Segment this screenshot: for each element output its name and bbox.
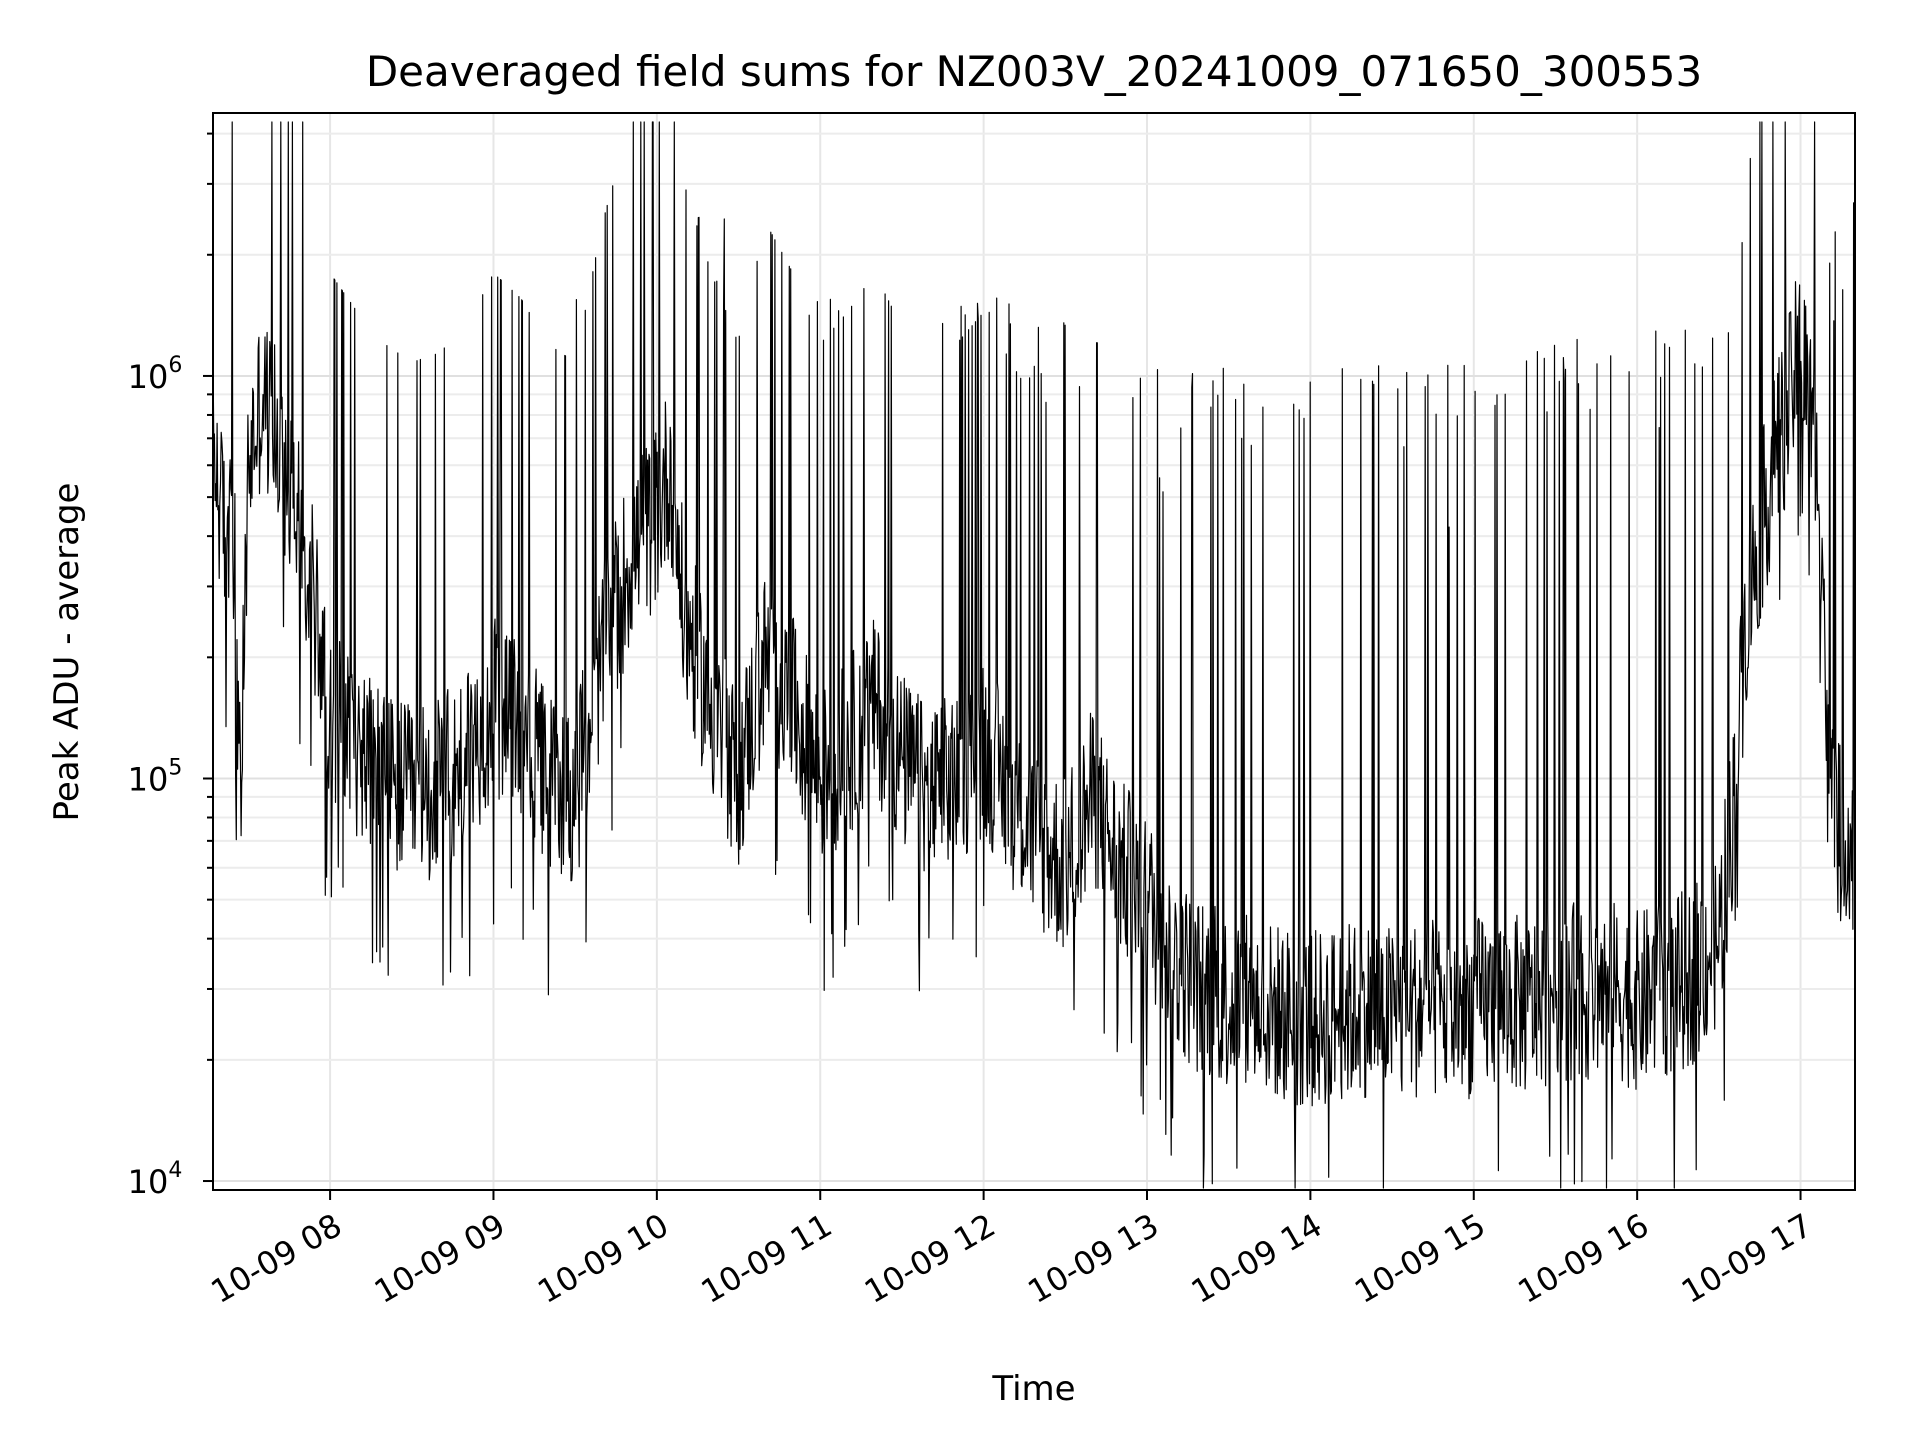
y-tick-exponent: 4 <box>168 1158 182 1183</box>
y-tick-base: 10 <box>128 760 169 798</box>
chart-title: Deaveraged field sums for NZ003V_2024100… <box>366 47 1702 96</box>
x-axis-label: Time <box>991 1369 1075 1409</box>
y-axis-label: Peak ADU - average <box>47 483 87 822</box>
y-tick-label: 105 <box>128 755 183 798</box>
y-tick-exponent: 5 <box>168 755 182 780</box>
y-tick-label: 106 <box>128 353 183 396</box>
series-line <box>212 121 1856 1189</box>
y-tick-base: 10 <box>128 1163 169 1201</box>
y-tick-label: 104 <box>128 1158 183 1201</box>
y-tick-exponent: 6 <box>168 353 182 378</box>
y-tick-base: 10 <box>128 358 169 396</box>
data-series <box>212 121 1856 1189</box>
plot-frame <box>212 112 1856 1191</box>
